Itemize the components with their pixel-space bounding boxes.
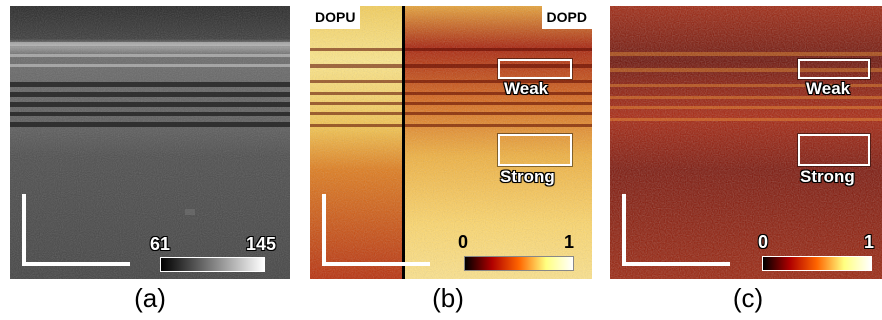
colorbar-max-label: 1 bbox=[564, 232, 575, 252]
dopd-label: DOPD bbox=[541, 6, 592, 29]
horizontal-scale-bar bbox=[622, 262, 730, 266]
horizontal-scale-bar bbox=[22, 262, 130, 266]
hot-colorbar bbox=[762, 256, 872, 271]
page-margin bbox=[0, 0, 10, 273]
vertical-scale-bar bbox=[22, 194, 26, 266]
roi-strong bbox=[798, 134, 870, 166]
caption-a: (a) bbox=[134, 283, 166, 313]
hot-colorbar bbox=[464, 256, 574, 271]
roi-strong-label: Strong bbox=[800, 167, 855, 186]
colorbar-min-label: 0 bbox=[458, 232, 469, 252]
roi-weak bbox=[798, 59, 870, 79]
panel-a-intensity-image: 61 145 bbox=[10, 6, 290, 279]
colorbar-min-label: 0 bbox=[758, 232, 769, 252]
vertical-scale-bar bbox=[622, 194, 626, 266]
colorbar-max-label: 145 bbox=[246, 234, 277, 254]
roi-weak-label: Weak bbox=[504, 79, 549, 98]
horizontal-scale-bar bbox=[322, 262, 430, 266]
roi-weak-label: Weak bbox=[806, 79, 851, 98]
colorbar-min-label: 61 bbox=[150, 234, 171, 254]
caption-b: (b) bbox=[432, 283, 464, 313]
vertical-scale-bar bbox=[322, 194, 326, 266]
panel-b-dopu-dopd-image: DOPU DOPD Weak Strong 0 1 bbox=[310, 6, 592, 279]
colorbar-max-label: 1 bbox=[864, 232, 875, 252]
intensity-image bbox=[10, 6, 290, 279]
dopu-label: DOPU bbox=[310, 6, 361, 29]
panel-c-map bbox=[610, 6, 882, 279]
roi-strong bbox=[498, 134, 572, 166]
grayscale-colorbar bbox=[160, 257, 265, 272]
roi-strong-label: Strong bbox=[500, 167, 555, 186]
panel-c-image: Weak Strong 0 1 bbox=[610, 6, 882, 279]
roi-weak bbox=[498, 59, 572, 79]
caption-c: (c) bbox=[732, 283, 764, 313]
